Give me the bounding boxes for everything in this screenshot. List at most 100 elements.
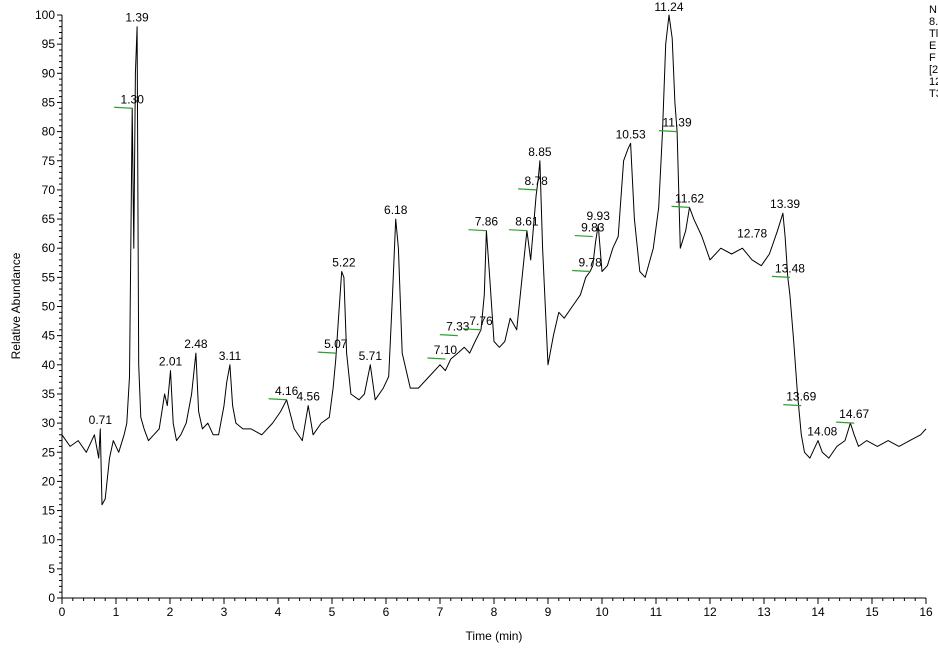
peak-label: 7.86 [475, 215, 499, 229]
peak-label: 11.24 [654, 0, 683, 14]
peak-label: 7.76 [469, 314, 493, 328]
peak-marker [114, 106, 133, 109]
peak-label: 14.08 [807, 425, 837, 439]
x-tick-label: 12 [703, 605, 717, 619]
x-tick-label: 10 [595, 605, 609, 619]
x-tick-label: 16 [919, 605, 933, 619]
peak-label: 1.39 [125, 11, 149, 25]
y-tick-label: 45 [42, 329, 56, 343]
peak-label: 8.85 [528, 145, 552, 159]
y-tick-label: 30 [42, 416, 56, 430]
peak-label: 5.22 [332, 256, 356, 270]
peak-label: 8.61 [515, 215, 539, 229]
info-line: F [929, 52, 936, 64]
y-tick-label: 5 [48, 562, 55, 576]
y-tick-label: 40 [42, 358, 56, 372]
x-tick-label: 1 [113, 605, 120, 619]
y-tick-label: 75 [42, 154, 56, 168]
x-tick-label: 14 [811, 605, 825, 619]
y-tick-label: 60 [42, 241, 56, 255]
x-tick-label: 7 [437, 605, 444, 619]
x-tick-label: 4 [275, 605, 282, 619]
peak-marker [574, 234, 593, 238]
peak-label: 14.67 [839, 407, 869, 421]
x-tick-label: 8 [491, 605, 498, 619]
y-tick-label: 10 [42, 533, 56, 547]
y-tick-label: 35 [42, 387, 56, 401]
plot-area [61, 14, 927, 506]
x-tick-label: 5 [329, 605, 336, 619]
x-axis-title: Time (min) [466, 629, 523, 643]
peak-marker [268, 398, 287, 401]
peak-label: 5.71 [359, 349, 383, 363]
peak-label: 0.71 [89, 413, 113, 427]
peak-marker [317, 351, 336, 354]
peak-label: 6.18 [384, 203, 408, 217]
y-tick-label: 65 [42, 212, 56, 226]
peak-marker [439, 334, 458, 337]
y-tick-label: 20 [42, 474, 56, 488]
x-tick-label: 6 [383, 605, 390, 619]
peak-marker [463, 328, 482, 331]
info-line: 12 [929, 76, 938, 88]
axes [61, 15, 926, 599]
x-tick-label: 13 [757, 605, 771, 619]
y-tick-label: 100 [35, 8, 55, 22]
info-line: N [929, 4, 937, 16]
y-tick-label: 70 [42, 183, 56, 197]
peak-marker [468, 229, 487, 232]
peak-label: 5.07 [324, 337, 348, 351]
peak-label: 1.30 [121, 92, 145, 106]
peak-label: 4.56 [297, 390, 321, 404]
peak-labels: 0.71 1.30 1.39 2.012.48 3.11 4.164.56 5.07 5.22… [89, 0, 870, 439]
peak-label: 8.78 [524, 174, 548, 188]
y-tick-label: 85 [42, 95, 56, 109]
x-tick-label: 2 [167, 605, 174, 619]
info-line: 8. [929, 16, 938, 28]
peak-label: 13.39 [770, 197, 800, 211]
peak-label: 2.48 [184, 337, 208, 351]
y-tick-label: 0 [48, 591, 55, 605]
info-line: Tl [929, 28, 938, 40]
x-tick-label: 3 [221, 605, 228, 619]
peak-label: 13.69 [786, 390, 816, 404]
peak-label: 9.78 [578, 256, 602, 270]
peak-marker [659, 130, 678, 133]
chromatogram-trace [61, 14, 927, 506]
peak-label: 11.62 [675, 191, 704, 205]
peak-marker [518, 188, 537, 191]
peak-marker [508, 229, 527, 232]
peak-marker [427, 357, 446, 360]
y-axis-title: Relative Abundance [9, 252, 23, 359]
info-line: [2 [929, 64, 938, 76]
x-tick-label: 0 [59, 605, 66, 619]
x-tick-label: 11 [650, 605, 663, 619]
peak-label: 7.33 [446, 320, 470, 334]
peak-marker [771, 275, 790, 278]
peak-label: 3.11 [219, 349, 242, 363]
peak-label: 4.16 [275, 384, 299, 398]
y-tick-label: 90 [42, 66, 56, 80]
peak-label: 7.10 [434, 343, 458, 357]
info-line: T3 [929, 88, 938, 100]
peak-label: 13.48 [775, 261, 805, 275]
peak-marker [671, 205, 690, 208]
y-tick-label: 95 [42, 37, 56, 51]
y-tick-label: 50 [42, 300, 56, 314]
y-tick-label: 80 [42, 125, 56, 139]
peak-label: 11.39 [662, 116, 691, 130]
info-line: E [929, 40, 936, 52]
peak-marker [783, 404, 802, 407]
y-tick-label: 25 [42, 445, 56, 459]
y-tick-label: 15 [42, 504, 56, 518]
peak-label: 12.78 [737, 226, 767, 240]
x-tick-label: 9 [545, 605, 552, 619]
ticks: 0 1 2 3 4 5 6 7 8 9 10 11 12 13 14 15 160510152025303540… [35, 8, 933, 619]
y-tick-label: 55 [42, 270, 56, 284]
peak-label: 10.53 [616, 127, 646, 141]
peak-label: 9.93 [587, 209, 611, 223]
peak-marker [572, 269, 591, 273]
x-tick-label: 15 [865, 605, 879, 619]
